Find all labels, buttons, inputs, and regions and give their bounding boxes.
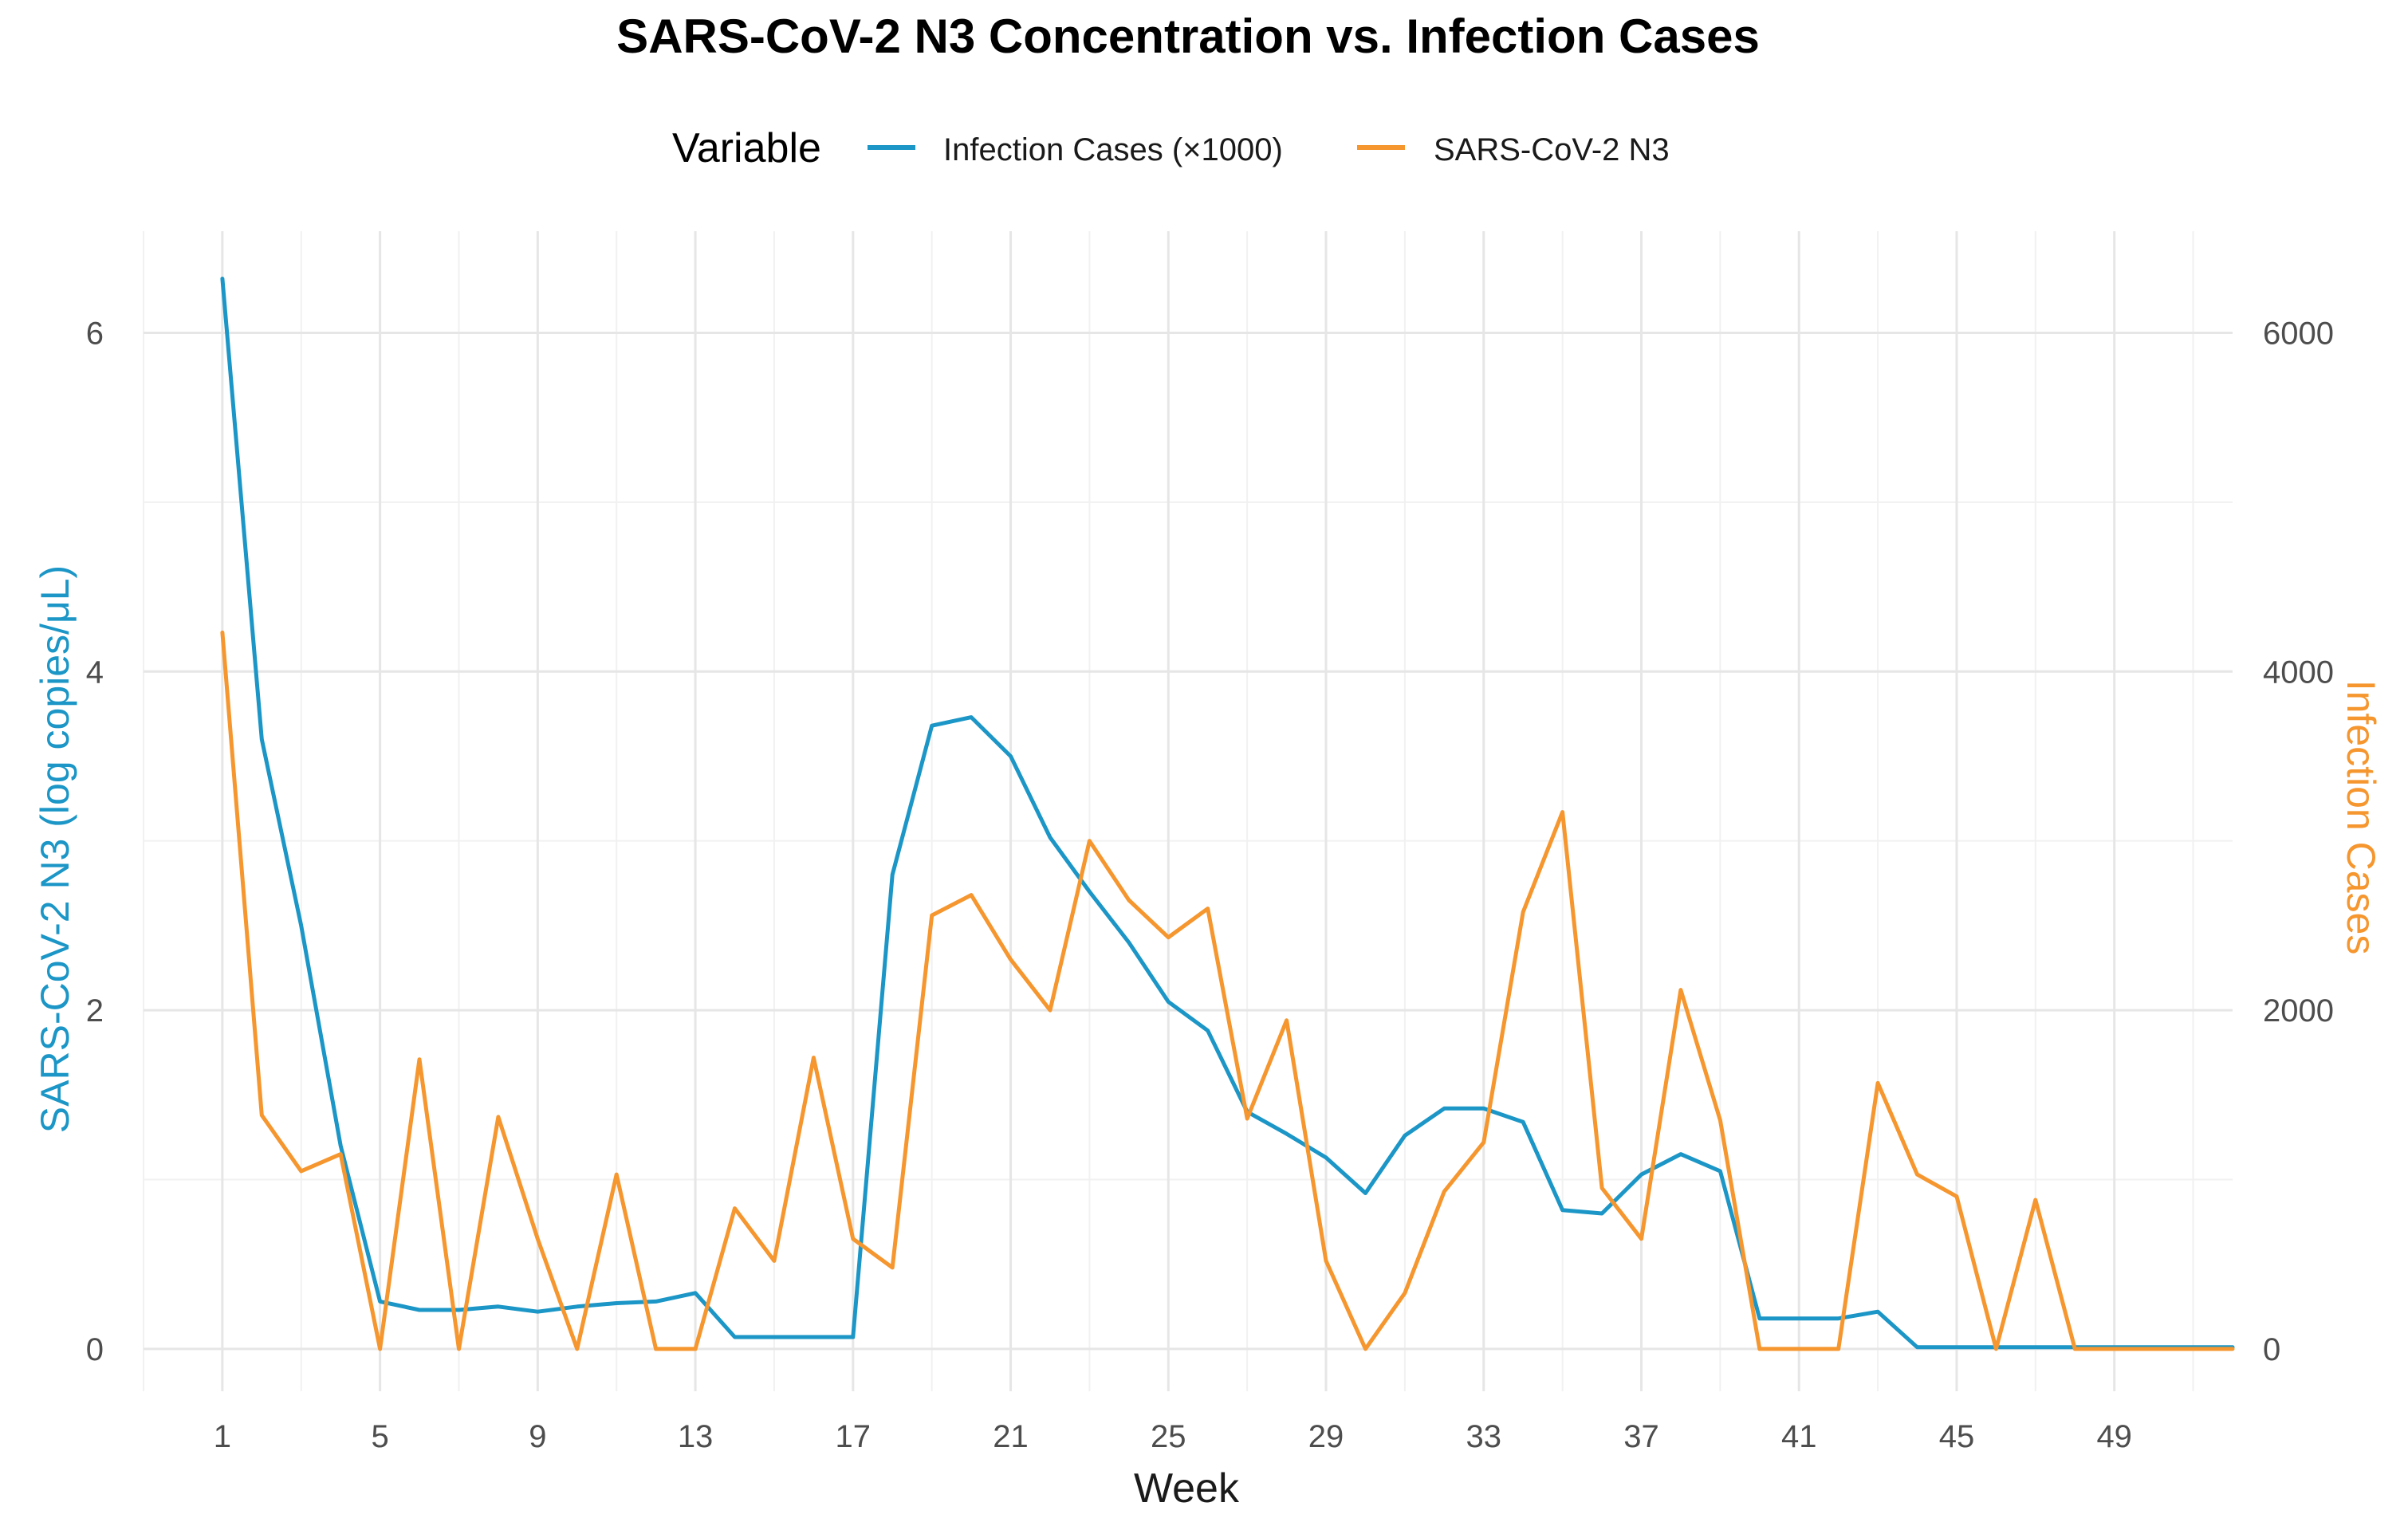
series-line-sars-cov-2-n3 xyxy=(220,630,2235,1351)
y-left-tick-label: 2 xyxy=(86,993,104,1028)
x-axis-title: Week xyxy=(1134,1465,1240,1512)
y-axis-left-title: SARS-CoV-2 N3 (log copies/μL) xyxy=(33,565,77,1133)
y-right-tick-label: 0 xyxy=(2263,1332,2280,1367)
series-layer xyxy=(220,277,2235,1351)
chart-title: SARS-CoV-2 N3 Concentration vs. Infectio… xyxy=(616,10,1760,63)
x-tick-label: 5 xyxy=(371,1419,388,1454)
x-tick-label: 41 xyxy=(1781,1419,1817,1454)
legend-label-sars-cov-2-n3: SARS-CoV-2 N3 xyxy=(1434,132,1670,167)
y-right-tick-label: 6000 xyxy=(2263,316,2334,351)
legend: Variable Infection Cases (×1000) SARS-Co… xyxy=(672,125,1670,171)
x-tick-label: 25 xyxy=(1151,1419,1186,1454)
y-left-tick-label: 0 xyxy=(86,1332,104,1367)
y-axis-right-title: Infection Cases xyxy=(2339,680,2383,955)
gridlines xyxy=(143,231,2233,1391)
x-tick-label: 45 xyxy=(1939,1419,1975,1454)
x-tick-label: 37 xyxy=(1623,1419,1659,1454)
y-left-tick-label: 4 xyxy=(86,655,104,690)
x-tick-label: 9 xyxy=(529,1419,546,1454)
legend-title: Variable xyxy=(672,125,821,171)
x-axis-ticks: 1 5 9 13 17 21 25 29 33 37 41 45 49 xyxy=(214,1419,2132,1454)
y-right-tick-label: 2000 xyxy=(2263,993,2334,1028)
y-right-tick-label: 4000 xyxy=(2263,655,2334,690)
y-left-tick-label: 6 xyxy=(86,316,104,351)
legend-label-infection-cases: Infection Cases (×1000) xyxy=(943,132,1283,167)
y-axis-right-ticks: 0 2000 4000 6000 xyxy=(2263,316,2334,1367)
x-tick-label: 29 xyxy=(1308,1419,1344,1454)
x-tick-label: 21 xyxy=(993,1419,1029,1454)
series-line-infection-cases xyxy=(220,277,2235,1350)
x-tick-label: 33 xyxy=(1466,1419,1502,1454)
x-tick-label: 13 xyxy=(678,1419,714,1454)
y-axis-left-ticks: 0 2 4 6 xyxy=(86,316,104,1367)
x-tick-label: 17 xyxy=(836,1419,872,1454)
x-tick-label: 1 xyxy=(214,1419,231,1454)
x-tick-label: 49 xyxy=(2096,1419,2132,1454)
